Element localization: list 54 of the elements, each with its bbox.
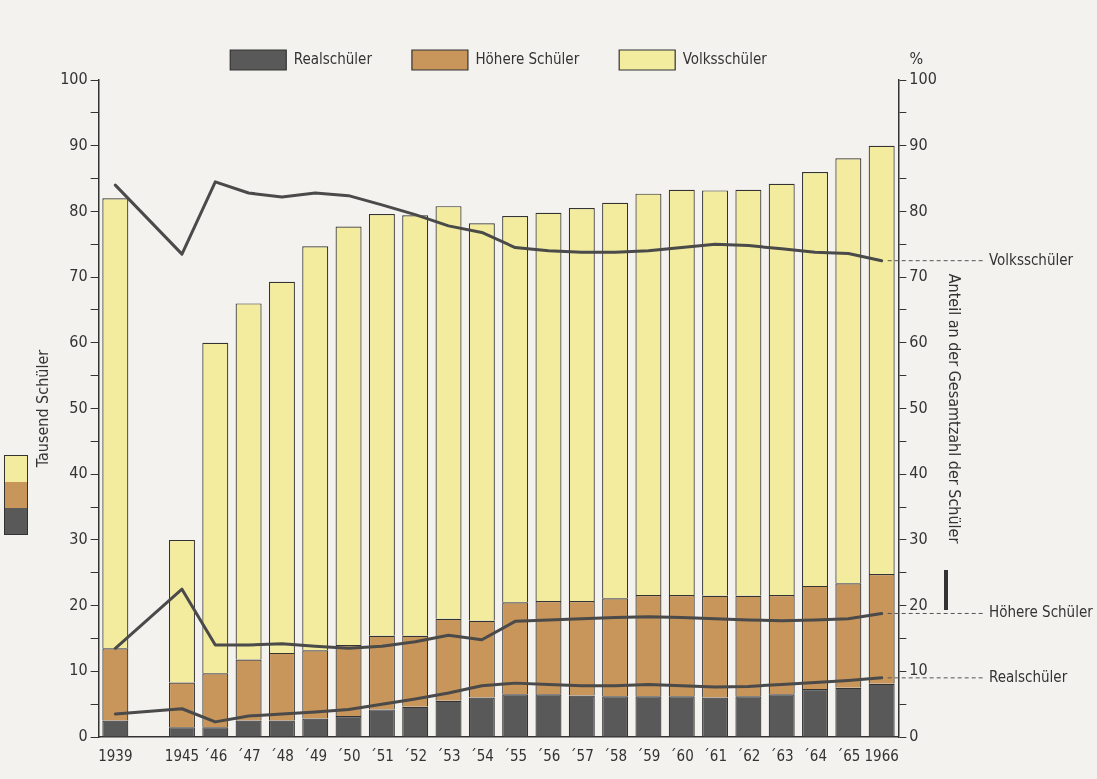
x-tick-label: ´60 (669, 746, 694, 765)
y-tick-label: 100 (60, 69, 88, 89)
x-tick-label: ´50 (336, 746, 361, 765)
y2-tick-label: 90 (909, 134, 928, 154)
y2-axis-title: Anteil an der Gesamtzahl der Schüler (945, 273, 965, 544)
y-tick-label: 0 (78, 726, 88, 746)
x-tick-label: ´59 (636, 746, 661, 765)
y-tick-label: 10 (69, 660, 88, 680)
y2-tick-label: 50 (909, 397, 928, 417)
y2-tick-label: 60 (909, 331, 928, 351)
x-tick-label: ´54 (469, 746, 494, 765)
x-tick-label: 1945 (164, 746, 200, 765)
x-tick-label: ´64 (803, 746, 827, 765)
y-tick-label: 60 (69, 331, 88, 351)
text: % (909, 49, 924, 69)
y-tick-label: 50 (69, 397, 88, 417)
y2-tick-label: 20 (909, 594, 928, 614)
x-tick-label: ´51 (369, 746, 394, 765)
x-tick-label: ´52 (403, 746, 428, 765)
y-tick-label: 30 (69, 529, 88, 549)
x-tick-label: ´49 (303, 746, 328, 765)
y2-tick-label: 10 (909, 660, 928, 680)
legend-label: Höhere Schüler (475, 49, 580, 68)
x-tick-label: ´62 (736, 746, 761, 765)
y2-tick-label: 40 (909, 463, 928, 483)
x-tick-label: ´63 (769, 746, 794, 765)
y-tick-label: 20 (69, 594, 88, 614)
x-tick-label: ´55 (503, 746, 528, 765)
y-tick-label: 90 (69, 134, 88, 154)
x-tick-label: ´48 (269, 746, 294, 765)
y-tick-label: 80 (69, 200, 88, 220)
text: Realschüler (989, 667, 1068, 686)
y2-tick-label: 30 (909, 529, 928, 549)
y2-tick-label: 80 (909, 200, 928, 220)
x-tick-label: ´56 (536, 746, 561, 765)
x-tick-label: 1966 (864, 746, 899, 765)
y2-tick-label: 70 (909, 266, 928, 286)
legend-label: Realschüler (293, 49, 373, 68)
x-tick-label: ´47 (236, 746, 261, 765)
x-tick-label: ´57 (569, 746, 594, 765)
x-tick-label: ´58 (603, 746, 628, 765)
x-tick-label: ´61 (703, 746, 728, 765)
x-tick-label: 1939 (98, 746, 133, 765)
y-tick-label: 70 (69, 266, 88, 286)
text: Höhere Schüler (989, 603, 1094, 622)
y-axis-title: Tausend Schüler (32, 349, 52, 469)
text: Volksschüler (989, 250, 1074, 269)
y-tick-label: 40 (69, 463, 88, 483)
y2-tick-label: 0 (909, 726, 919, 746)
legend-label: Volksschüler (682, 49, 768, 68)
x-tick-label: ´46 (203, 746, 228, 765)
x-tick-label: ´53 (436, 746, 461, 765)
x-tick-label: ´65 (836, 746, 861, 765)
y2-tick-label: 100 (909, 69, 937, 89)
